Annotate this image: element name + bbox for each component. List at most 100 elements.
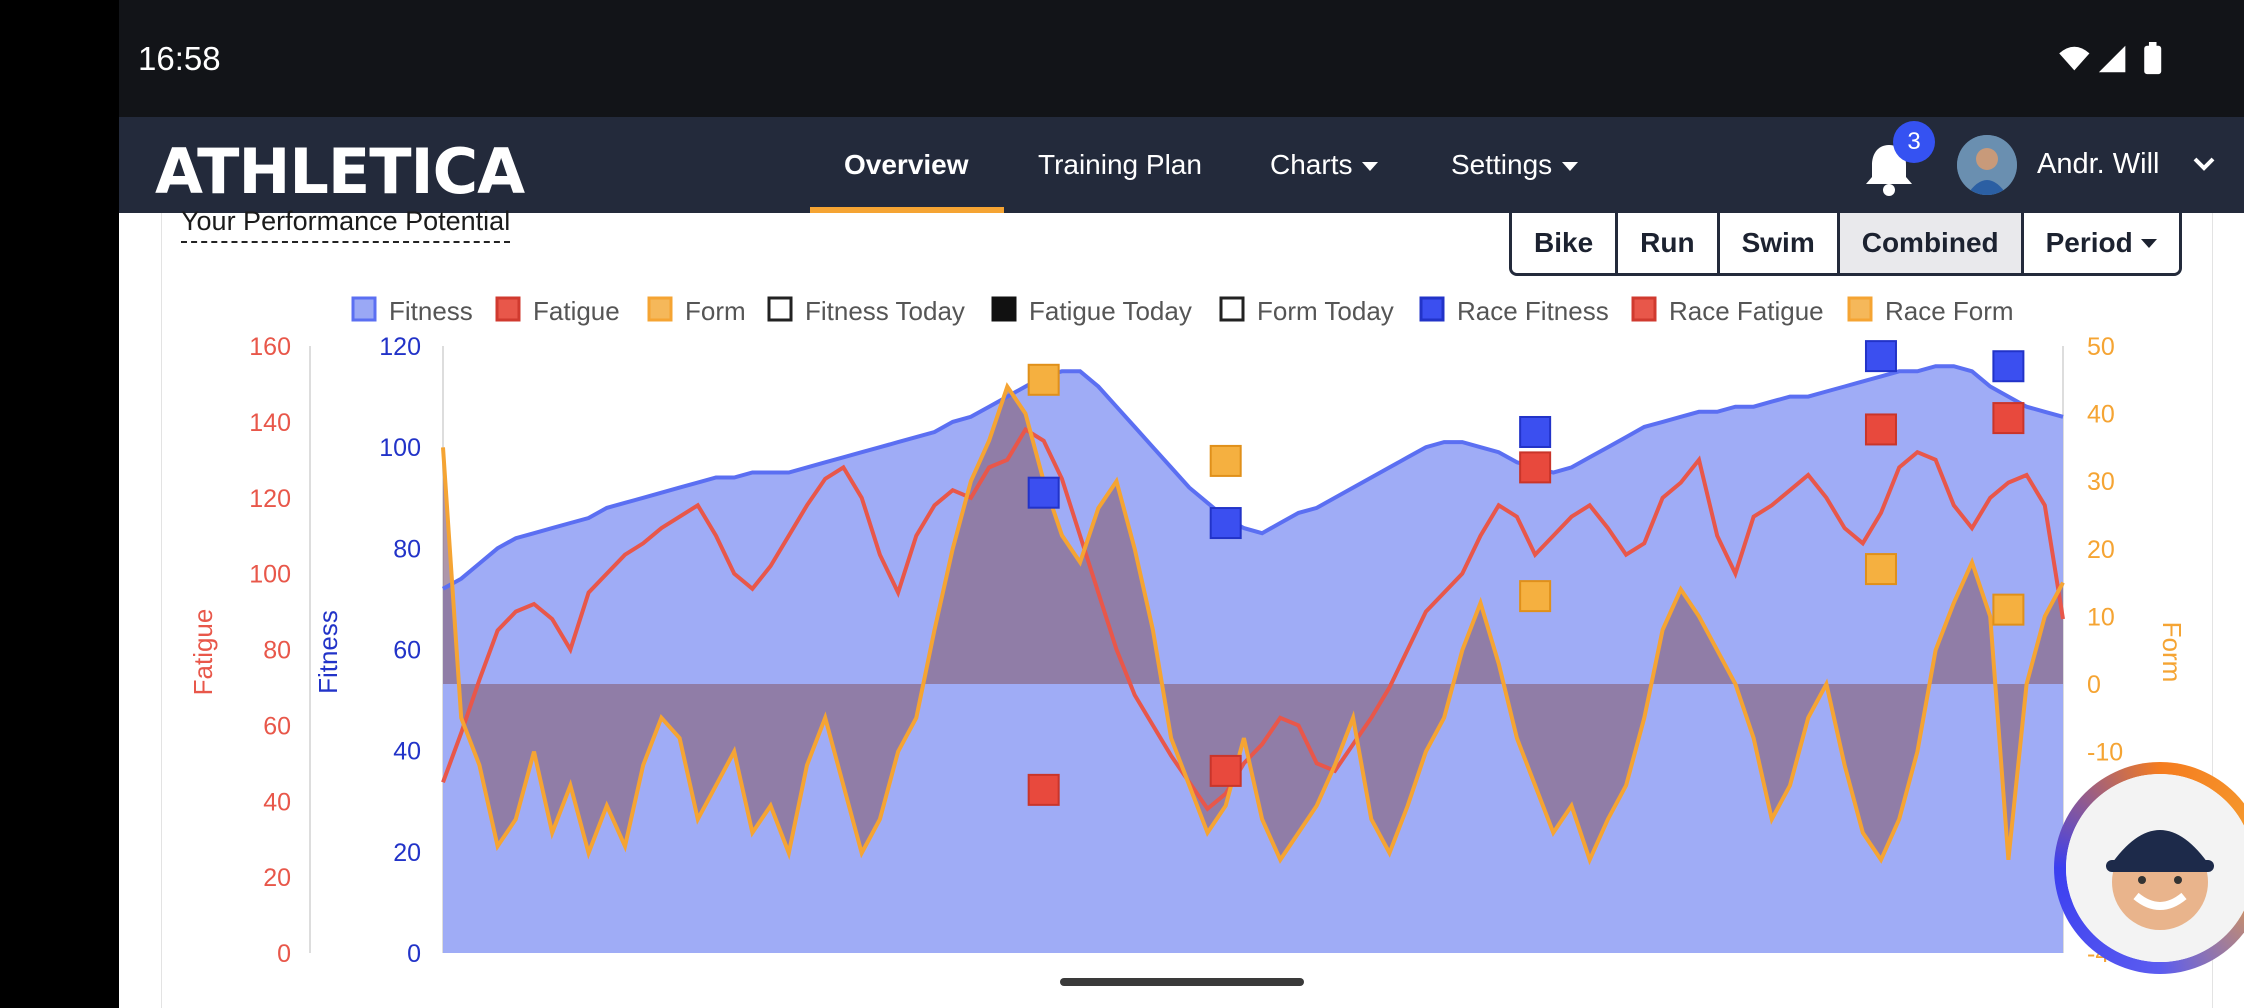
legend-item: Form Today: [1219, 296, 1394, 326]
coach-avatar-image: [2066, 774, 2244, 962]
legend-swatch: [1219, 296, 1245, 322]
fitness-tick-label: 40: [393, 738, 421, 766]
form-tick-label: 0: [2087, 671, 2101, 699]
fitness-tick-label: 100: [379, 434, 421, 462]
form-tick-label: 10: [2087, 603, 2115, 631]
legend-label: Fatigue: [533, 296, 620, 326]
fatigue-tick-label: 60: [263, 712, 291, 740]
legend-item: Form: [647, 296, 746, 326]
form-tick-label: 40: [2087, 401, 2115, 429]
run-button[interactable]: Run: [1615, 213, 1717, 273]
user-avatar[interactable]: [1957, 135, 2017, 195]
athletica-logo[interactable]: ATHLETICA: [155, 135, 525, 208]
legend-label: Fitness Today: [805, 296, 965, 326]
legend-label: Race Fitness: [1457, 296, 1609, 326]
fatigue-tick-label: 100: [249, 561, 291, 589]
nav-overview-label: Overview: [844, 149, 969, 180]
legend-swatch: [647, 296, 673, 322]
period-dropdown[interactable]: Period: [2020, 213, 2179, 273]
combined-button[interactable]: Combined: [1836, 213, 2021, 273]
coach-chat-avatar[interactable]: [2054, 762, 2244, 974]
nav-settings[interactable]: Settings: [1451, 149, 1579, 181]
legend-item: Race Form: [1847, 296, 2014, 326]
legend-label: Form: [685, 296, 746, 326]
chart-legend: Fitness Fatigue Form Fitness Today Fatigue T…: [351, 296, 2014, 326]
form-tick-label: 20: [2087, 536, 2115, 564]
wifi-icon: [2059, 46, 2090, 71]
legend-swatch: [767, 296, 793, 322]
race-form-marker: [1519, 580, 1552, 613]
race-fatigue-marker: [1992, 402, 2025, 435]
race-form-marker: [1992, 593, 2025, 626]
fatigue-tick-label: 80: [263, 637, 291, 665]
race-fatigue-marker: [1027, 773, 1060, 806]
race-fatigue-marker: [1519, 451, 1552, 484]
signal-icon: [2098, 45, 2126, 73]
form-tick-label: 50: [2087, 333, 2115, 361]
form-tick-label: 30: [2087, 468, 2115, 496]
fatigue-line: [441, 426, 2065, 812]
race-form-marker: [1209, 444, 1242, 477]
fatigue-tick-label: 120: [249, 485, 291, 513]
status-icons: [2059, 42, 2162, 75]
race-markers: [1027, 340, 2025, 806]
battery-icon: [2144, 42, 2162, 75]
fatigue-axis-title: Fatigue: [188, 609, 218, 696]
caret-down-icon: [1562, 162, 1579, 172]
nav-charts-label: Charts: [1270, 149, 1353, 180]
race-form-marker: [1864, 553, 1897, 586]
fitness-tick-label: 80: [393, 535, 421, 563]
swim-button[interactable]: Swim: [1716, 213, 1837, 273]
fatigue-tick-label: 140: [249, 409, 291, 437]
active-tab-indicator: [810, 207, 1004, 213]
sport-selector: Bike Run Swim Combined Period: [1509, 213, 2182, 276]
legend-swatch: [1847, 296, 1873, 322]
status-bar: 16:58: [119, 0, 2244, 117]
nav-charts[interactable]: Charts: [1270, 149, 1379, 181]
race-fitness-marker: [1027, 476, 1060, 509]
race-fitness-marker: [1864, 340, 1897, 373]
nav-training-plan[interactable]: Training Plan: [1038, 149, 1202, 181]
race-fitness-marker: [1209, 507, 1242, 540]
nav-settings-label: Settings: [1451, 149, 1553, 180]
legend-label: Race Fatigue: [1669, 296, 1824, 326]
nav-training-plan-label: Training Plan: [1038, 149, 1202, 180]
race-fitness-marker: [1519, 415, 1552, 448]
user-name[interactable]: Andr. Will: [2037, 148, 2160, 180]
caret-down-icon: [1362, 162, 1379, 172]
legend-label: Fatigue Today: [1029, 296, 1192, 326]
fitness-tick-label: 60: [393, 637, 421, 665]
status-time: 16:58: [138, 40, 221, 77]
app-frame: 16:58 ATHLETICA Overview Training Plan C…: [119, 0, 2244, 1008]
race-fitness-marker: [1992, 350, 2025, 383]
fitness-axis-title: Fitness: [313, 610, 343, 694]
fatigue-tick-label: 20: [263, 864, 291, 892]
legend-label: Race Form: [1885, 296, 2014, 326]
legend-swatch: [991, 296, 1017, 322]
form-area: [443, 386, 2063, 860]
bike-button[interactable]: Bike: [1512, 213, 1616, 273]
period-label: Period: [2045, 227, 2133, 258]
race-fatigue-marker: [1209, 754, 1242, 787]
fitness-line: [442, 364, 2064, 591]
chart-plot: [441, 364, 2065, 953]
home-indicator: [1060, 978, 1304, 986]
legend-item: Fatigue: [495, 296, 620, 326]
legend-label: Fitness: [389, 296, 473, 326]
fitness-tick-label: 0: [407, 940, 421, 968]
fitness-tick-label: 20: [393, 839, 421, 867]
fatigue-tick-label: 0: [277, 940, 291, 968]
section-title: Your Performance Potential: [181, 206, 511, 243]
notification-badge: 3: [1893, 121, 1935, 163]
performance-chart[interactable]: Fitness Fatigue Form Fitness Today Fatigue T…: [119, 0, 2244, 1008]
fatigue-tick-label: 160: [249, 333, 291, 361]
legend-item: Fatigue Today: [991, 296, 1192, 326]
chevron-down-icon[interactable]: [2193, 153, 2215, 175]
nav-overview[interactable]: Overview: [844, 149, 969, 181]
chart-axes: 1601401201008060402001201008060402005040…: [188, 333, 2187, 968]
legend-swatch: [495, 296, 521, 322]
legend-item: Race Fatigue: [1631, 296, 1824, 326]
legend-swatch: [1631, 296, 1657, 322]
form-line: [441, 382, 2065, 866]
legend-swatch: [1419, 296, 1445, 322]
